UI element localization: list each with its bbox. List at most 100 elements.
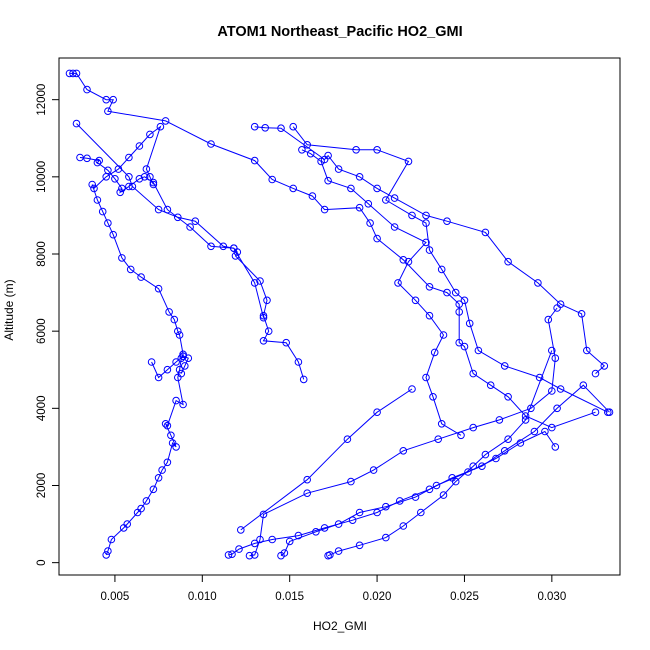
data-point xyxy=(492,454,500,463)
data-point xyxy=(135,175,144,183)
data-point xyxy=(355,541,364,550)
data-series-4 xyxy=(76,153,268,322)
y-tick-label: 10000 xyxy=(36,161,48,193)
data-series-5 xyxy=(250,122,609,378)
data-point xyxy=(464,468,472,476)
data-point xyxy=(469,462,478,471)
data-point xyxy=(116,188,124,197)
data-point xyxy=(437,265,446,274)
y-tick-label: 0 xyxy=(36,559,48,565)
data-point xyxy=(404,157,413,166)
data-point xyxy=(390,194,399,202)
data-point xyxy=(303,475,312,484)
data-point xyxy=(399,522,408,530)
data-point xyxy=(191,217,200,225)
data-point xyxy=(390,223,399,231)
data-point xyxy=(382,502,390,511)
data-point xyxy=(548,423,556,432)
data-point xyxy=(432,481,441,490)
data-point xyxy=(600,362,609,370)
data-point xyxy=(417,508,425,517)
data-point xyxy=(184,354,193,363)
data-point xyxy=(334,165,343,173)
data-series-6 xyxy=(289,122,612,417)
data-point xyxy=(500,362,509,370)
data-point xyxy=(364,200,373,208)
data-point xyxy=(548,346,556,355)
data-point xyxy=(334,547,343,555)
data-point xyxy=(460,342,469,351)
data-point xyxy=(583,346,591,355)
data-point xyxy=(425,485,434,494)
data-point xyxy=(163,205,172,214)
data-point xyxy=(504,393,512,401)
data-point xyxy=(478,462,486,471)
series-line xyxy=(69,72,596,429)
data-point xyxy=(259,313,268,322)
data-point xyxy=(289,122,298,131)
data-point xyxy=(154,373,163,382)
data-point xyxy=(277,124,285,132)
data-point xyxy=(544,315,553,324)
data-point xyxy=(285,537,294,546)
data-point xyxy=(250,122,259,131)
series-line xyxy=(327,350,553,557)
data-point xyxy=(303,141,312,149)
data-point xyxy=(534,279,542,287)
data-point xyxy=(259,337,268,345)
series-line xyxy=(254,126,606,374)
data-point xyxy=(439,491,448,499)
data-point xyxy=(161,420,170,428)
data-point xyxy=(126,265,135,274)
data-point xyxy=(107,535,116,544)
data-point xyxy=(83,154,91,163)
data-point xyxy=(118,184,126,193)
data-point xyxy=(591,369,600,378)
data-point xyxy=(451,477,460,486)
data-point xyxy=(149,178,158,187)
series-line xyxy=(91,125,184,556)
series-line xyxy=(280,430,556,557)
data-point xyxy=(69,69,77,78)
data-point xyxy=(149,485,158,494)
data-point xyxy=(154,205,163,214)
data-point xyxy=(111,175,119,183)
data-point xyxy=(156,122,165,131)
data-point xyxy=(137,504,145,513)
data-point xyxy=(256,535,264,544)
data-point xyxy=(317,157,325,166)
data-point xyxy=(172,443,180,451)
data-point xyxy=(268,535,277,544)
data-point xyxy=(481,450,490,459)
data-point xyxy=(451,288,460,297)
x-axis-label: HO2_GMI xyxy=(313,619,367,633)
data-series-1 xyxy=(88,122,187,559)
data-point xyxy=(605,408,614,417)
data-point xyxy=(326,551,334,559)
data-point xyxy=(347,477,355,486)
series-line xyxy=(76,123,305,380)
data-point xyxy=(98,207,107,216)
data-point xyxy=(175,331,184,339)
data-point xyxy=(147,358,156,366)
data-point xyxy=(556,385,565,393)
data-point xyxy=(179,400,187,409)
data-point xyxy=(95,156,103,165)
data-point xyxy=(298,146,306,154)
data-point xyxy=(250,539,259,548)
x-tick-label: 0.020 xyxy=(363,591,392,603)
data-series-2 xyxy=(65,69,600,432)
data-series-7 xyxy=(298,146,465,440)
data-point xyxy=(521,416,530,424)
data-point xyxy=(469,423,478,432)
data-point xyxy=(245,551,254,560)
data-point xyxy=(261,124,270,132)
data-point xyxy=(394,279,402,287)
data-point xyxy=(118,254,126,262)
data-point xyxy=(289,184,298,193)
data-point xyxy=(434,435,443,444)
data-point xyxy=(72,69,81,78)
data-point xyxy=(481,228,490,237)
data-point xyxy=(104,107,112,115)
data-point xyxy=(167,431,175,440)
